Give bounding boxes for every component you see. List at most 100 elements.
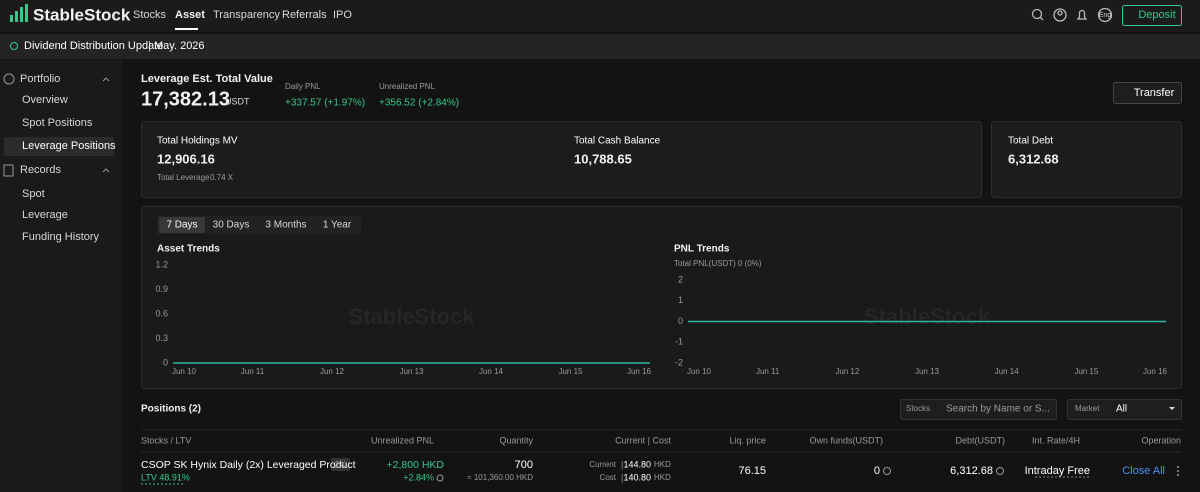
x-tick-label: Jun 11 <box>241 367 265 376</box>
y-tick-label: 1 <box>678 295 683 305</box>
trends-panel <box>141 206 1182 389</box>
banner-icon <box>10 42 18 50</box>
nav-link[interactable]: Transparency <box>213 9 280 21</box>
watermark: StableStock <box>864 304 991 329</box>
column-header: Stocks / LTV <box>141 435 191 445</box>
deposit-label[interactable]: Deposit <box>1138 9 1175 21</box>
y-tick-label: 0.6 <box>155 308 168 318</box>
x-tick-label: Jun 12 <box>320 367 345 376</box>
banner-title: Dividend Distribution Update <box>24 40 163 52</box>
nav-link[interactable]: IPO <box>333 9 352 21</box>
debt-card <box>991 121 1182 198</box>
kebab[interactable] <box>1177 466 1179 476</box>
column-header: Liq. price <box>729 435 766 445</box>
active-menu-item <box>4 137 114 156</box>
x-tick-label: Jun 11 <box>756 367 780 376</box>
quantity: 700 <box>515 459 533 471</box>
card-value: 12,906.16 <box>157 151 215 166</box>
tab[interactable]: 3 Months <box>265 220 306 231</box>
tab[interactable]: 1 Year <box>323 220 352 231</box>
chart-title: Asset Trends <box>157 244 220 255</box>
leverage-tag: 2X <box>334 459 345 469</box>
leverage-label: Total Leverage <box>157 173 210 182</box>
search-box[interactable] <box>900 399 1057 420</box>
menu-group[interactable]: Portfolio <box>20 73 60 85</box>
nav-bar <box>0 0 1200 32</box>
summary-label: Leverage Est. Total Value <box>141 73 273 85</box>
card-label: Total Holdings MV <box>157 136 238 147</box>
x-tick-label: Jun 10 <box>172 367 197 376</box>
liq-price: 76.15 <box>738 465 766 477</box>
daily-pnl-label: Daily PNL <box>285 82 321 91</box>
chart-subtitle: Total PNL(USDT) <box>674 259 736 268</box>
interest-rate: Intraday Free <box>1025 465 1090 477</box>
chart-title: PNL Trends <box>674 244 730 255</box>
sidebar <box>0 60 122 492</box>
watermark: StableStock <box>349 304 476 329</box>
x-tick-label: Jun 14 <box>479 367 504 376</box>
column-header[interactable]: Unrealized PNL <box>371 435 434 445</box>
x-tick-label: Jun 14 <box>995 367 1020 376</box>
y-tick-label: -2 <box>675 357 683 367</box>
ltv: LTV 48.91% <box>141 472 190 482</box>
market-value[interactable]: All <box>1116 404 1127 415</box>
own-funds: 0 <box>874 465 880 477</box>
separator: | <box>621 459 623 469</box>
menu-item[interactable]: Leverage <box>22 209 68 221</box>
daily-pnl: +337.57 (+1.97%) <box>285 98 365 109</box>
y-tick-label: 0 <box>163 357 168 367</box>
menu-item[interactable]: Overview <box>22 94 68 106</box>
total-unit[interactable]: USDT <box>225 96 250 106</box>
total-value: 17,382.13 <box>141 88 230 110</box>
select-caret <box>1169 407 1175 410</box>
search-placeholder[interactable]: Search by Name or S... <box>946 404 1050 415</box>
menu-item[interactable]: Funding History <box>22 231 100 243</box>
banner-date: May. 2026 <box>154 40 205 52</box>
separator: | <box>148 40 151 52</box>
nav-link[interactable]: Referrals <box>282 9 327 21</box>
x-tick-label: Jun 15 <box>558 367 583 376</box>
y-tick-label: 0.9 <box>155 284 168 294</box>
tab-bar <box>157 216 361 234</box>
menu-group[interactable]: Records <box>20 164 61 176</box>
language[interactable]: Eng <box>1099 12 1112 19</box>
nav-icons <box>1031 7 1113 23</box>
transfer-button[interactable] <box>1113 82 1182 104</box>
holdings-card <box>141 121 982 198</box>
chart-summary: 0 (0%) <box>738 259 762 268</box>
card-label: Total Cash Balance <box>574 136 661 147</box>
tab[interactable]: 30 Days <box>213 220 250 231</box>
brand[interactable]: StableStock <box>33 5 131 24</box>
unrealized-pnl: +2,800 HKD <box>387 459 445 471</box>
y-tick-label: 1.2 <box>155 259 168 269</box>
deposit-button[interactable] <box>1122 5 1182 26</box>
current-label: Current <box>589 460 616 469</box>
x-tick-label: Jun 16 <box>627 367 652 376</box>
sidebar-icons <box>3 73 110 177</box>
column-header[interactable]: Own funds(USDT) <box>809 435 883 445</box>
x-tick-label: Jun 13 <box>915 367 940 376</box>
transfer-label[interactable]: Transfer <box>1134 87 1175 99</box>
separator: | <box>621 472 623 482</box>
logo-mark <box>10 4 28 22</box>
y-tick-label: 2 <box>678 274 683 284</box>
card-value: 10,788.65 <box>574 151 632 166</box>
x-tick-label: Jun 16 <box>1143 367 1168 376</box>
stock-name[interactable]: CSOP SK Hynix Daily (2x) Leveraged Produ… <box>141 459 356 471</box>
menu-item[interactable]: Leverage Positions <box>22 140 116 152</box>
y-tick-label: -1 <box>675 337 683 347</box>
menu-item[interactable]: Spot Positions <box>22 117 93 129</box>
market-select[interactable] <box>1067 399 1182 420</box>
nav-link[interactable]: Asset <box>175 9 205 21</box>
menu-item[interactable]: Spot <box>22 188 45 200</box>
x-tick-label: Jun 15 <box>1074 367 1099 376</box>
tab[interactable]: 7 Days <box>166 220 197 231</box>
column-header: Quantity <box>499 435 533 445</box>
quantity-value: ≈ 101,360.00 HKD <box>467 473 533 482</box>
banner <box>0 34 1200 59</box>
card-value: 6,312.68 <box>1008 151 1059 166</box>
nav-link[interactable]: Stocks <box>133 9 167 21</box>
search-label: Stocks <box>906 404 930 413</box>
close-all[interactable]: Close All <box>1122 465 1165 477</box>
